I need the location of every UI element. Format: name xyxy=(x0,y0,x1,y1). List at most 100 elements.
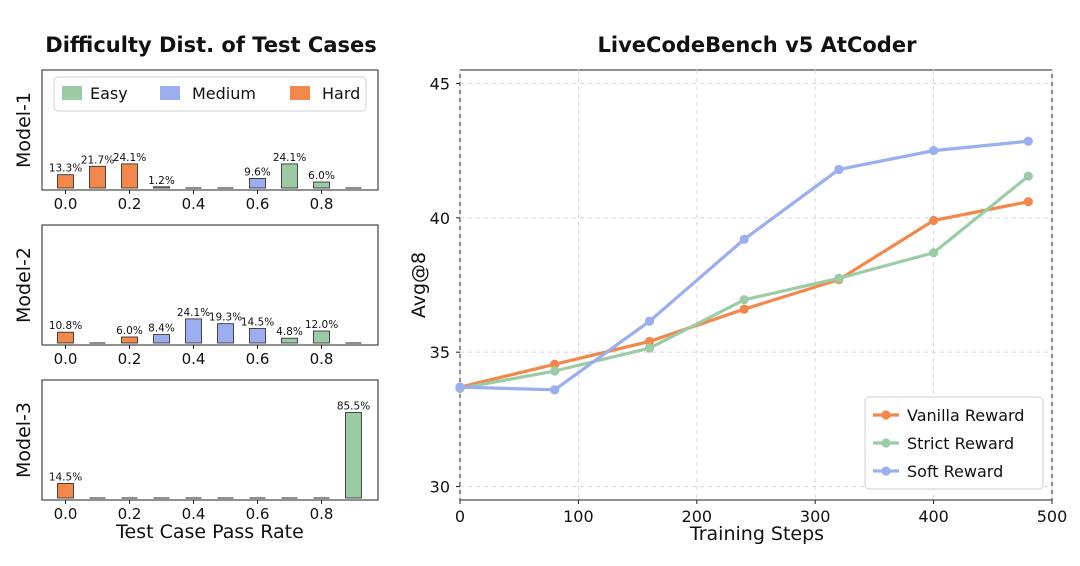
panel-model-1-ylabel: Model-1 xyxy=(13,92,35,168)
left-xlabel: Test Case Pass Rate xyxy=(115,521,304,543)
xtick-label-model-3-2: 0.4 xyxy=(182,505,206,523)
panel-model-1-frame xyxy=(41,69,379,191)
right-title: LiveCodeBench v5 AtCoder xyxy=(598,33,918,57)
bar-label-model-3-0: 14.5% xyxy=(49,472,82,484)
series-point-2-3 xyxy=(739,234,749,244)
bar-label-model-2-6: 14.5% xyxy=(241,317,274,329)
legend-hard-swatch xyxy=(290,86,310,100)
series-line-1 xyxy=(458,174,1030,391)
bar-label-model-1-0: 13.3% xyxy=(49,163,82,175)
panel-model-2-frame xyxy=(41,224,379,346)
line-legend-box xyxy=(864,396,1044,490)
series-point-2-5 xyxy=(929,146,939,156)
line-series xyxy=(455,136,1033,395)
panel-model-2-ylabel: Model-2 xyxy=(13,247,35,323)
legend-easy-label: Easy xyxy=(90,84,128,103)
bar-label-model-1-8: 6.0% xyxy=(308,170,335,182)
xtick-label-model-2-0: 0.0 xyxy=(54,350,78,368)
series-point-0-6 xyxy=(1023,197,1033,207)
legend-medium-label: Medium xyxy=(192,84,256,103)
bar-label-model-1-1: 21.7% xyxy=(81,154,114,166)
series-point-1-1 xyxy=(550,366,560,376)
xtick-label-model-3-1: 0.2 xyxy=(118,505,142,523)
xtick-label-model-1-4: 0.8 xyxy=(310,195,334,213)
bar-label-model-1-3: 1.2% xyxy=(148,175,175,187)
xtick-label-model-1-1: 0.2 xyxy=(118,195,142,213)
xtick-label-5: 500 xyxy=(1037,507,1068,526)
bar-model-2-6 xyxy=(249,328,266,344)
line-ticks: 0 100 200 300 400 500 30 35 40 45 xyxy=(430,74,1068,526)
bar-label-model-1-7: 24.1% xyxy=(273,152,306,164)
bar-model-1-0 xyxy=(57,174,74,189)
bar-model-2-0 xyxy=(57,331,74,344)
legend-marker-2 xyxy=(881,466,891,476)
legend-marker-0 xyxy=(881,410,891,420)
xtick-label-model-3-4: 0.8 xyxy=(310,505,334,523)
bar-label-model-2-5: 19.3% xyxy=(209,312,242,324)
ytick-label-3: 45 xyxy=(430,74,450,93)
series-point-2-4 xyxy=(834,164,844,175)
bar-model-2-3 xyxy=(153,334,170,344)
bar-model-2-4 xyxy=(185,318,202,344)
xtick-label-0: 0 xyxy=(455,507,465,526)
xtick-label-model-1-0: 0.0 xyxy=(54,195,78,213)
right-xlabel: Training Steps xyxy=(689,523,824,545)
xtick-label-model-3-3: 0.6 xyxy=(246,505,270,523)
bar-model-1-1 xyxy=(89,165,106,189)
series-point-0-3 xyxy=(739,304,749,314)
xtick-label-1: 100 xyxy=(563,507,594,526)
ytick-label-0: 30 xyxy=(430,478,450,497)
series-point-2-6 xyxy=(1023,136,1033,146)
series-point-2-1 xyxy=(550,385,560,395)
bar-model-2-5 xyxy=(217,323,234,344)
series-point-1-6 xyxy=(1023,171,1033,181)
bar-model-3-9 xyxy=(345,412,362,499)
xtick-label-model-1-2: 0.4 xyxy=(182,195,206,213)
legend-easy-swatch xyxy=(62,86,82,100)
bar-label-model-2-0: 10.8% xyxy=(49,320,82,332)
panel-model-3-frame xyxy=(41,379,379,501)
xtick-label-model-3-0: 0.0 xyxy=(54,505,78,523)
bar-label-model-2-8: 12.0% xyxy=(305,319,338,331)
xtick-label-model-1-3: 0.6 xyxy=(246,195,270,213)
panel-model-3-ylabel: Model-3 xyxy=(13,402,35,478)
left-legend-box xyxy=(53,76,367,112)
ytick-label-1: 35 xyxy=(430,343,450,362)
series-point-0-5 xyxy=(929,215,939,226)
legend-label-0: Vanilla Reward xyxy=(907,406,1024,425)
xtick-label-model-2-2: 0.4 xyxy=(182,350,206,368)
xtick-label-model-2-1: 0.2 xyxy=(118,350,142,368)
line-grid xyxy=(459,70,1053,500)
bar-model-1-3 xyxy=(153,186,170,189)
series-point-0-2 xyxy=(644,336,655,347)
xtick-label-2: 200 xyxy=(682,507,713,526)
series-point-1-4 xyxy=(834,273,844,283)
bar-model-1-7 xyxy=(281,163,298,189)
bar-label-model-2-7: 4.8% xyxy=(276,326,303,338)
xtick-label-model-2-4: 0.8 xyxy=(310,350,334,368)
bar-model-2-8 xyxy=(313,330,330,344)
ytick-label-2: 40 xyxy=(430,209,450,228)
legend-marker-1 xyxy=(881,438,891,448)
bar-label-model-1-6: 9.6% xyxy=(244,166,271,178)
series-point-2-0 xyxy=(455,382,465,392)
bar-label-model-3-9: 85.5% xyxy=(337,401,370,413)
line-chart-frame xyxy=(459,69,1053,501)
bar-label-model-2-3: 8.4% xyxy=(148,323,175,335)
legend-label-1: Strict Reward xyxy=(907,434,1014,453)
series-point-2-2 xyxy=(644,316,655,326)
right-ylabel: Avg@8 xyxy=(408,252,430,318)
bar-panels: 13.3%21.7%24.1%1.2%9.6%24.1%6.0%0.0 0.2 0.… xyxy=(49,152,370,523)
line-legend: Vanilla Reward Strict Reward Soft Reward xyxy=(864,396,1044,490)
bar-model-3-0 xyxy=(57,483,74,499)
bar-label-model-2-2: 6.0% xyxy=(116,325,143,337)
left-title: Difficulty Dist. of Test Cases xyxy=(45,33,376,57)
xtick-label-3: 300 xyxy=(800,507,831,526)
legend-hard-label: Hard xyxy=(322,84,360,103)
series-point-1-3 xyxy=(739,295,749,305)
legend-label-2: Soft Reward xyxy=(907,462,1003,481)
xtick-label-model-2-3: 0.6 xyxy=(246,350,270,368)
series-point-1-2 xyxy=(644,343,655,353)
bar-label-model-1-2: 24.1% xyxy=(113,152,146,164)
